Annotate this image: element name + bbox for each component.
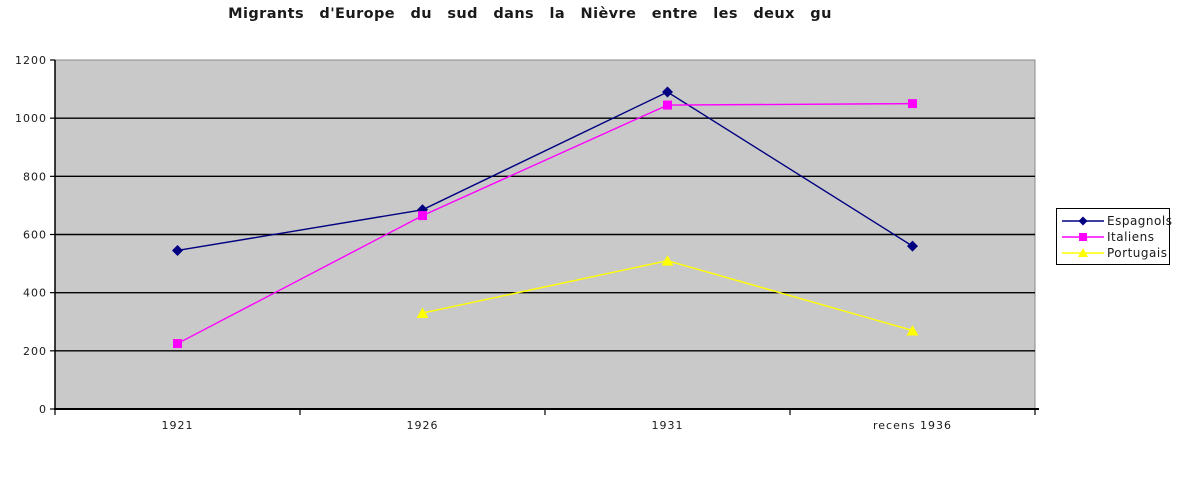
legend-item-portugais: Portugais bbox=[1061, 245, 1167, 261]
diamond-icon bbox=[1062, 216, 1104, 226]
square-marker bbox=[663, 100, 672, 110]
square-marker bbox=[908, 99, 917, 109]
triangle-marker bbox=[416, 307, 429, 319]
y-tick-label: 200 bbox=[23, 345, 47, 358]
series-line-italiens bbox=[177, 102, 913, 345]
y-tick-label: 1000 bbox=[15, 112, 47, 125]
y-tick-label: 400 bbox=[23, 287, 47, 300]
x-tick-label: 1931 bbox=[652, 419, 684, 432]
square-icon bbox=[1062, 233, 1104, 241]
triangle-marker bbox=[906, 324, 919, 336]
diamond-marker bbox=[172, 244, 183, 256]
legend-label: Espagnols bbox=[1107, 214, 1173, 228]
legend-label: Portugais bbox=[1107, 246, 1168, 260]
legend-item-italiens: Italiens bbox=[1061, 229, 1167, 245]
legend-item-espagnols: Espagnols bbox=[1061, 213, 1172, 229]
diamond-marker bbox=[662, 86, 673, 98]
legend-label: Italiens bbox=[1107, 230, 1155, 244]
legend: Espagnols Italiens Portugais bbox=[1056, 208, 1172, 265]
square-marker bbox=[418, 211, 427, 221]
x-tick-label: recens 1936 bbox=[873, 419, 952, 432]
x-tick-label: 1926 bbox=[407, 419, 439, 432]
y-tick-label: 600 bbox=[23, 229, 47, 242]
chart-title: Migrants d'Europe du sud dans la Nièvre … bbox=[228, 6, 832, 22]
series-line-espagnols bbox=[177, 91, 913, 252]
triangle-marker bbox=[661, 255, 674, 266]
diamond-marker bbox=[907, 240, 918, 252]
square-marker bbox=[173, 339, 182, 349]
x-tick-label: 1921 bbox=[162, 419, 194, 432]
y-tick-label: 800 bbox=[23, 170, 47, 183]
y-tick-label: 1200 bbox=[15, 54, 47, 67]
triangle-icon bbox=[1062, 248, 1104, 257]
y-tick-label: 0 bbox=[39, 403, 47, 416]
